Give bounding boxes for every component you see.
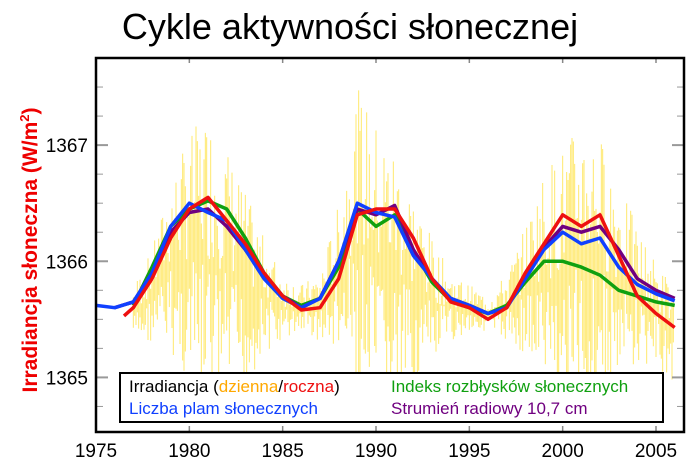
x-tick-label: 2005 (635, 441, 677, 462)
legend: Irradiancja (dzienna/roczna) Indeks rozb… (119, 372, 664, 423)
series-line-strumień (114, 203, 676, 316)
plot-frame (94, 56, 686, 434)
series-line-roczna (122, 195, 676, 329)
x-tick-label: 1990 (355, 441, 397, 462)
x-tick-label: 1975 (75, 441, 117, 462)
y-tick-label: 1367 (46, 136, 88, 157)
legend-irradiance: Irradiancja ( (129, 377, 219, 396)
legend-sunspot: Liczba plam słonecznych (129, 399, 318, 418)
x-tick-label: 2000 (542, 441, 584, 462)
series-line-indeks (131, 199, 676, 316)
y-tick-label: 1365 (46, 368, 88, 389)
legend-paren: ) (334, 377, 340, 396)
legend-annual: roczna (283, 377, 335, 396)
x-tick-label: 1995 (448, 441, 490, 462)
legend-flare: Indeks rozbłysków słonecznych (391, 377, 629, 396)
x-tick-label: 1985 (262, 441, 304, 462)
legend-daily: dzienna (218, 377, 279, 396)
y-tick-label: 1366 (46, 252, 88, 273)
x-tick-label: 1980 (168, 441, 210, 462)
legend-slash: / (278, 377, 284, 396)
legend-radio: Strumień radiowy 10,7 cm (391, 399, 588, 418)
series-line-liczba (95, 201, 676, 316)
chart-title: Cykle aktywności słonecznej (121, 6, 579, 47)
